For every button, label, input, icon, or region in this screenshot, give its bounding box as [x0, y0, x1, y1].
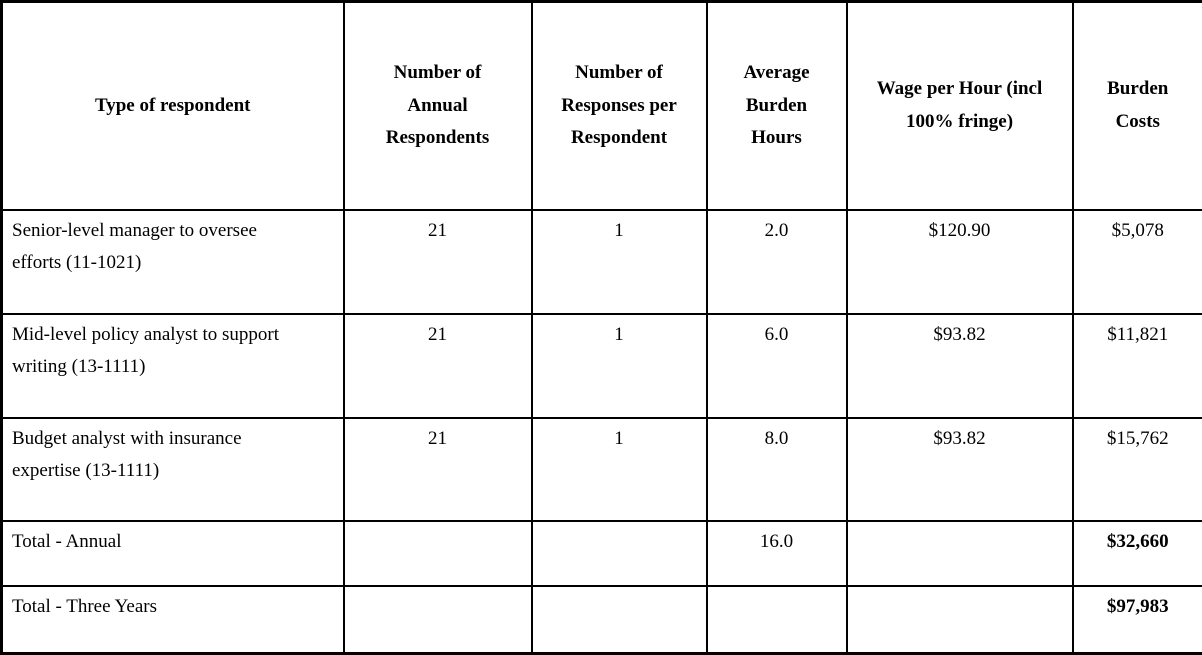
cell-average-burden-hours [707, 586, 847, 654]
cell-burden-costs: $15,762 [1073, 418, 1202, 521]
header-cell-type-of-respondent: Type of respondent [2, 2, 344, 210]
cell-wage-per-hour [847, 586, 1073, 654]
cell-average-burden-hours: 2.0 [707, 210, 847, 314]
header-row: Type of respondent Number of Annual Resp… [2, 2, 1202, 210]
cell-responses-per-respondent: 1 [532, 418, 707, 521]
cell-total-three-years-label: Total - Three Years [2, 586, 344, 654]
header-cell-wage-per-hour: Wage per Hour (incl 100% fringe) [847, 2, 1073, 210]
cell-responses-per-respondent: 1 [532, 210, 707, 314]
cell-annual-respondents [344, 586, 532, 654]
cell-responses-per-respondent: 1 [532, 314, 707, 418]
cell-average-burden-hours: 16.0 [707, 521, 847, 586]
cell-average-burden-hours: 6.0 [707, 314, 847, 418]
cell-respondent-type: Budget analyst with insurance expertise … [2, 418, 344, 521]
cell-respondent-type: Mid-level policy analyst to support writ… [2, 314, 344, 418]
cell-responses-per-respondent [532, 521, 707, 586]
cell-annual-respondents: 21 [344, 314, 532, 418]
cell-total-annual-burden-costs: $32,660 [1073, 521, 1202, 586]
cell-average-burden-hours: 8.0 [707, 418, 847, 521]
cell-burden-costs: $11,821 [1073, 314, 1202, 418]
cell-responses-per-respondent [532, 586, 707, 654]
table-row-mid-level-policy-analyst: Mid-level policy analyst to support writ… [2, 314, 1202, 418]
header-cell-burden-costs: Burden Costs [1073, 2, 1202, 210]
cell-wage-per-hour: $93.82 [847, 314, 1073, 418]
header-cell-average-burden-hours: Average Burden Hours [707, 2, 847, 210]
cell-wage-per-hour [847, 521, 1073, 586]
table-row-total-annual: Total - Annual 16.0 $32,660 [2, 521, 1202, 586]
cell-wage-per-hour: $93.82 [847, 418, 1073, 521]
cell-respondent-type: Senior-level manager to oversee efforts … [2, 210, 344, 314]
cell-total-three-years-burden-costs: $97,983 [1073, 586, 1202, 654]
cell-annual-respondents [344, 521, 532, 586]
header-cell-responses-per-respondent: Number of Responses per Respondent [532, 2, 707, 210]
cell-annual-respondents: 21 [344, 418, 532, 521]
cell-burden-costs: $5,078 [1073, 210, 1202, 314]
cell-total-annual-label: Total - Annual [2, 521, 344, 586]
cell-annual-respondents: 21 [344, 210, 532, 314]
table-row-total-three-years: Total - Three Years $97,983 [2, 586, 1202, 654]
table-row-senior-level-manager: Senior-level manager to oversee efforts … [2, 210, 1202, 314]
header-cell-number-annual-respondents: Number of Annual Respondents [344, 2, 532, 210]
table-row-budget-analyst: Budget analyst with insurance expertise … [2, 418, 1202, 521]
cell-wage-per-hour: $120.90 [847, 210, 1073, 314]
